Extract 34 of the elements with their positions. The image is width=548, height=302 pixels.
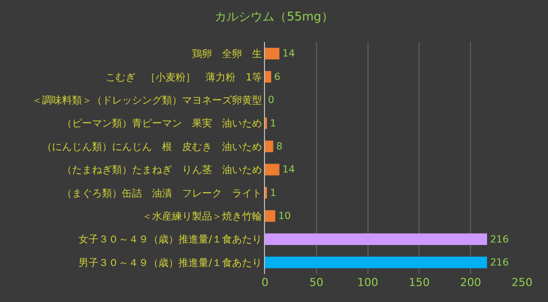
y-tick-label: （ピーマン類）青ピーマン 果実 油いため bbox=[62, 118, 262, 130]
y-tick-label: こむぎ ［小麦粉］ 薄力粉 1等 bbox=[106, 71, 262, 84]
y-tick-label: 鶏卵 全卵 生 bbox=[192, 48, 262, 60]
bar bbox=[265, 233, 488, 245]
y-tick-label: 男子３０～４９（歳）推進量/１食あたり bbox=[78, 256, 262, 269]
x-tick-label: 200 bbox=[460, 276, 482, 289]
y-tick-label: ＜水産練り製品＞焼き竹輪 bbox=[142, 210, 262, 222]
data-label: 10 bbox=[278, 211, 291, 222]
y-tick-label: （まぐろ類）缶詰 油漬 フレーク ライト bbox=[62, 187, 262, 200]
x-tick-label: 150 bbox=[408, 276, 430, 289]
bar bbox=[265, 164, 280, 176]
x-tick-label: 50 bbox=[309, 276, 324, 289]
x-tick-label: 250 bbox=[512, 276, 532, 289]
bar bbox=[265, 140, 274, 152]
data-label: 14 bbox=[282, 48, 295, 60]
x-tick-label: 100 bbox=[357, 276, 378, 289]
data-label: 216 bbox=[490, 258, 509, 269]
y-tick-label: ＜調味料類＞（ドレッシング類）マヨネーズ卵黄型 bbox=[32, 94, 262, 106]
x-tick-label: 0 bbox=[262, 276, 268, 289]
data-label: 1 bbox=[270, 188, 276, 199]
data-label: 8 bbox=[276, 142, 282, 153]
bar bbox=[265, 210, 276, 222]
data-label: 1 bbox=[270, 118, 276, 130]
bar bbox=[265, 256, 488, 268]
chart-title: カルシウム（55mg） bbox=[214, 9, 334, 24]
y-tick-label: 女子３０～４９（歳）推進量/１食あたり bbox=[78, 234, 262, 246]
data-label: 216 bbox=[490, 234, 509, 246]
y-tick-label: （にんじん類）にんじん 根 皮むき 油いため bbox=[42, 140, 262, 153]
data-label: 6 bbox=[274, 72, 280, 83]
data-label: 14 bbox=[282, 164, 295, 176]
bar bbox=[265, 48, 280, 60]
y-tick-label: （たまねぎ類）たまねぎ りん茎 油いため bbox=[62, 164, 262, 176]
data-label: 0 bbox=[268, 95, 274, 106]
bar bbox=[265, 71, 272, 83]
